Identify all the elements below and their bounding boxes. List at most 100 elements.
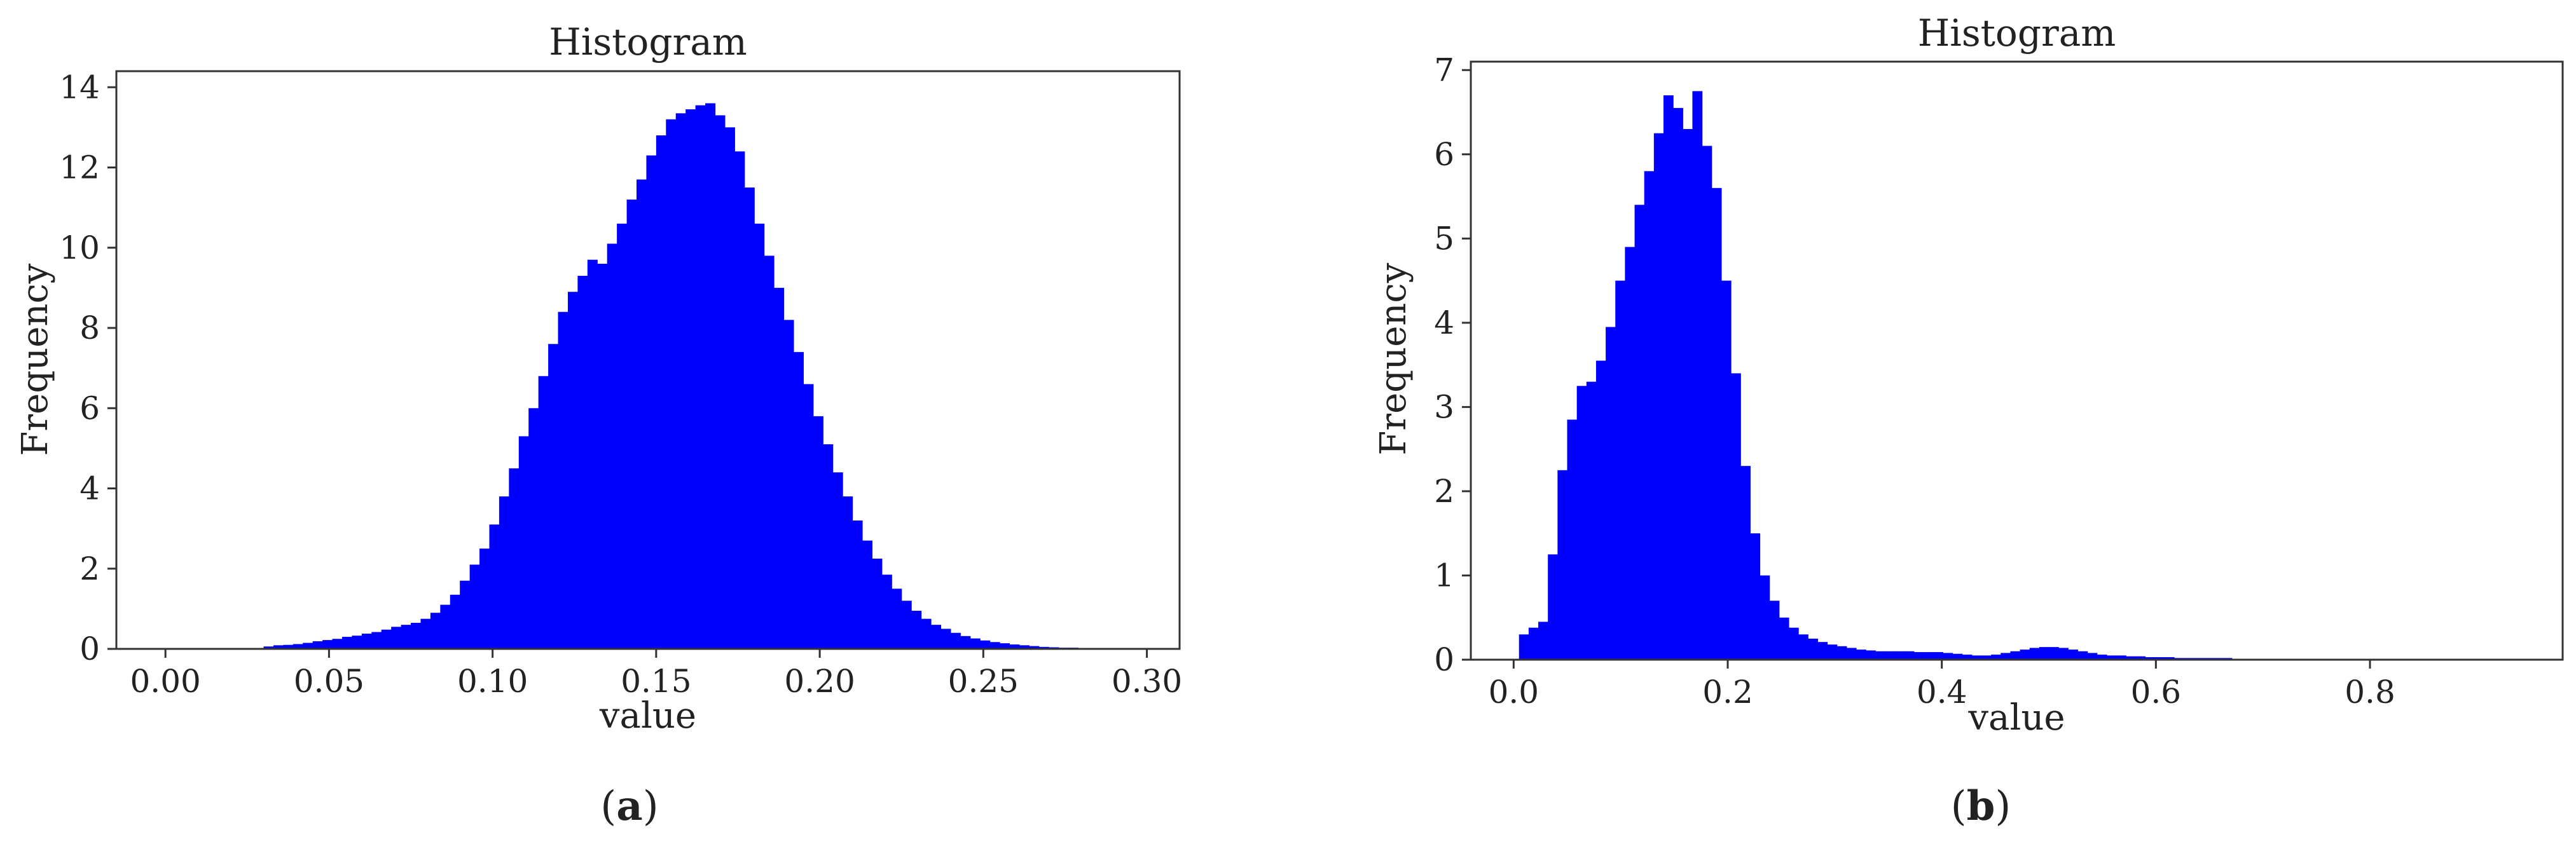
histogram-bar [832, 472, 843, 649]
histogram-bar [1913, 652, 1924, 660]
histogram-bar [489, 524, 500, 649]
histogram-bar [1615, 280, 1625, 660]
histogram-bar [1029, 646, 1040, 649]
histogram-bar [1634, 205, 1645, 660]
y-tick-label: 6 [1434, 136, 1454, 173]
histogram-bar [1567, 419, 1578, 660]
histogram-bar [862, 540, 872, 649]
y-tick-label: 10 [59, 229, 100, 266]
panel-letter: b [1967, 782, 1995, 830]
histogram-bar [1760, 575, 1770, 660]
histogram-bar [2001, 653, 2011, 660]
histogram-bar [2135, 656, 2146, 660]
plot-frame [1470, 60, 2564, 661]
histogram-bar [273, 645, 284, 649]
histogram-bar [1644, 171, 1655, 660]
histogram-bar [2164, 657, 2175, 660]
histogram-bar [940, 629, 951, 649]
x-tick-label: 0.30 [1112, 663, 1182, 700]
y-tick-label: 3 [1434, 388, 1454, 425]
histogram-bar [2049, 647, 2059, 660]
y-tick-label: 8 [79, 310, 100, 346]
histogram-bar [1846, 648, 1857, 660]
histogram-bar [499, 496, 509, 650]
histogram-bar [1538, 622, 1548, 660]
histogram-bar [1673, 107, 1683, 660]
histogram-bar [1836, 646, 1847, 660]
histogram-bar [587, 259, 598, 649]
histogram-bar [1625, 247, 1636, 660]
histogram-bar [1750, 533, 1761, 660]
x-tick-label: 0.10 [457, 663, 528, 700]
histogram-bar [479, 548, 490, 649]
x-tick-label: 0.6 [2131, 674, 2182, 711]
y-tick-label: 4 [1434, 304, 1454, 341]
histogram-bar [970, 638, 981, 649]
histogram-bar [1606, 327, 1616, 660]
histogram-bar [411, 622, 422, 649]
histogram-bar [803, 384, 814, 650]
histogram-bar [754, 223, 765, 650]
y-tick-label: 14 [59, 69, 100, 106]
histogram-bar [1875, 651, 1886, 660]
histogram-bar [783, 320, 794, 650]
histogram-bar [1548, 554, 1558, 660]
y-tick-label: 5 [1434, 220, 1454, 257]
y-axis-title: Frequency [1373, 262, 1414, 455]
histogram-bar [1702, 146, 1712, 660]
histogram-bar [852, 521, 863, 649]
histogram-bar [843, 496, 853, 650]
histogram-bar [1808, 638, 1818, 660]
histogram-bar [263, 646, 274, 649]
histogram-bar [646, 155, 657, 649]
histogram-bar [1894, 651, 1905, 660]
histogram-bar [1817, 642, 1828, 660]
histogram-bar [1952, 653, 1963, 660]
histogram-bar [567, 292, 578, 649]
histogram-bar [558, 311, 568, 649]
histogram-bar [813, 416, 823, 650]
histogram-bar [881, 575, 892, 649]
histogram-bar [528, 408, 539, 649]
histogram-bar [892, 589, 902, 649]
x-tick-label: 0.00 [130, 663, 201, 700]
histogram-bar [2116, 655, 2126, 660]
histogram-bar [1721, 280, 1732, 660]
histogram-bar [872, 558, 883, 649]
histogram-bar [715, 115, 726, 649]
histogram-bar [636, 179, 647, 649]
histogram-bar [1943, 653, 1953, 660]
x-tick-label: 0.25 [948, 663, 1019, 700]
histogram-bar [950, 632, 961, 649]
histogram-bar [469, 564, 480, 649]
histogram-bar [989, 642, 1000, 649]
histogram-bar [1692, 91, 1703, 660]
histogram-bar [626, 200, 637, 649]
histogram-bar [1000, 643, 1010, 649]
panel-letter: a [616, 782, 642, 830]
histogram-bar [823, 444, 834, 649]
histogram-bar [1595, 360, 1606, 660]
histogram-bar [303, 643, 313, 649]
histogram-bar [764, 255, 775, 650]
histogram-bar [1519, 634, 1529, 660]
histogram-bar [597, 264, 608, 649]
histogram-bar [734, 151, 745, 649]
panel-label: (b) [1951, 782, 2011, 830]
histogram-bar [1924, 652, 1934, 660]
x-tick-label: 0.05 [294, 663, 364, 700]
histogram-bar [656, 135, 666, 649]
histogram-bar [430, 613, 441, 649]
histogram-bar [1711, 187, 1722, 660]
histogram-bar [2010, 651, 2021, 660]
histogram-bar [2029, 648, 2040, 660]
histogram-bar [1962, 655, 1973, 660]
x-tick-label: 0.0 [1489, 674, 1539, 711]
histogram-bar [695, 105, 706, 649]
histogram-bar [744, 187, 755, 649]
histogram-bar [705, 103, 716, 649]
histogram-bar [1653, 133, 1664, 660]
histogram-bar [1528, 627, 1539, 660]
histogram-bar [774, 287, 785, 650]
histogram-bar [2068, 650, 2079, 660]
